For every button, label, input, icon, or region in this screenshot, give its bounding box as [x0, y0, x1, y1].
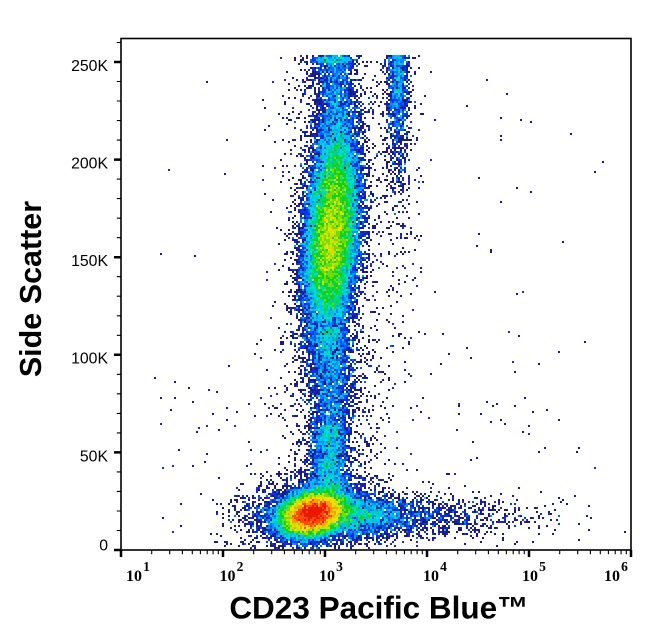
svg-text:4: 4 — [440, 559, 447, 574]
svg-text:100K: 100K — [71, 351, 108, 368]
svg-text:5: 5 — [539, 559, 546, 574]
svg-text:250K: 250K — [71, 58, 108, 75]
svg-text:10: 10 — [319, 568, 335, 585]
svg-text:200K: 200K — [71, 156, 108, 173]
svg-text:10: 10 — [522, 568, 538, 585]
svg-text:6: 6 — [621, 559, 628, 574]
svg-text:Side Scatter: Side Scatter — [14, 201, 48, 377]
svg-text:2: 2 — [237, 559, 244, 574]
svg-text:3: 3 — [336, 559, 343, 574]
svg-text:50K: 50K — [80, 448, 109, 465]
svg-text:10: 10 — [220, 568, 236, 585]
svg-text:10: 10 — [423, 568, 439, 585]
svg-text:0: 0 — [99, 538, 108, 555]
svg-text:10: 10 — [126, 568, 142, 585]
svg-text:10: 10 — [604, 568, 620, 585]
svg-text:1: 1 — [143, 559, 150, 574]
svg-text:150K: 150K — [71, 253, 108, 270]
svg-text:CD23 Pacific Blue™: CD23 Pacific Blue™ — [229, 590, 528, 626]
